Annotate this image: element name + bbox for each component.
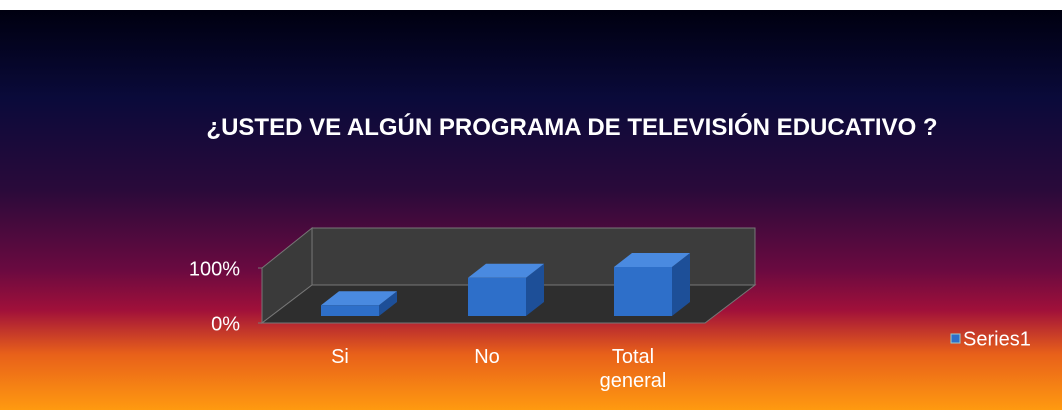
bar bbox=[614, 267, 672, 316]
bar bbox=[468, 277, 526, 316]
legend-label: Series1 bbox=[963, 328, 1031, 350]
x-tick-label: Total general bbox=[599, 346, 667, 392]
x-tick-label: No bbox=[474, 346, 500, 368]
bar-top bbox=[321, 291, 397, 306]
y-tick-label: 100% bbox=[189, 258, 240, 280]
bar bbox=[321, 305, 379, 316]
bar-side bbox=[526, 263, 544, 316]
bar-side bbox=[379, 291, 397, 316]
chart-title: ¿USTED VE ALGÚN PROGRAMA DE TELEVISIÓN E… bbox=[206, 114, 938, 141]
bar-top bbox=[468, 263, 544, 278]
x-tick-label: Si bbox=[331, 346, 349, 368]
y-tick-label: 0% bbox=[211, 313, 240, 335]
bar-top bbox=[614, 253, 690, 267]
legend-swatch bbox=[950, 333, 961, 344]
background bbox=[0, 10, 1062, 410]
bar-side bbox=[672, 253, 690, 316]
